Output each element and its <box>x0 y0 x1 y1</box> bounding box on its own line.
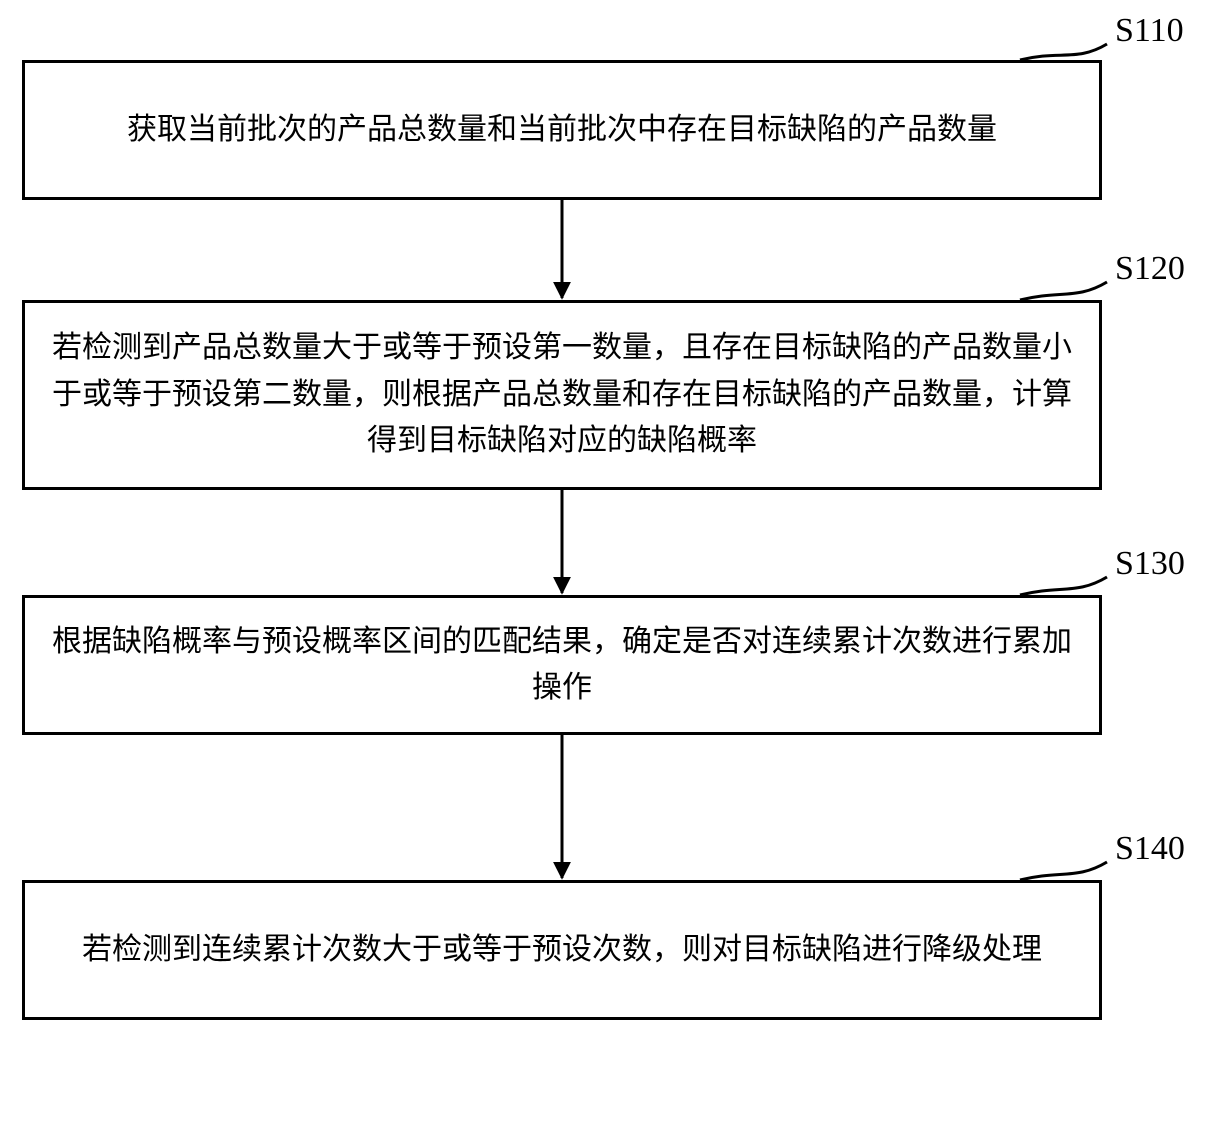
step-label-s110: S110 <box>1115 12 1184 50</box>
flowchart-canvas: 获取当前批次的产品总数量和当前批次中存在目标缺陷的产品数量若检测到产品总数量大于… <box>0 0 1219 1125</box>
flow-step-n2: 若检测到产品总数量大于或等于预设第一数量，且存在目标缺陷的产品数量小于或等于预设… <box>22 300 1102 490</box>
step-label-s130: S130 <box>1115 545 1185 583</box>
step-label-s120: S120 <box>1115 250 1185 288</box>
flow-step-n1: 获取当前批次的产品总数量和当前批次中存在目标缺陷的产品数量 <box>22 60 1102 200</box>
step-label-s140: S140 <box>1115 830 1185 868</box>
flow-step-n3: 根据缺陷概率与预设概率区间的匹配结果，确定是否对连续累计次数进行累加操作 <box>22 595 1102 735</box>
flow-step-n4: 若检测到连续累计次数大于或等于预设次数，则对目标缺陷进行降级处理 <box>22 880 1102 1020</box>
